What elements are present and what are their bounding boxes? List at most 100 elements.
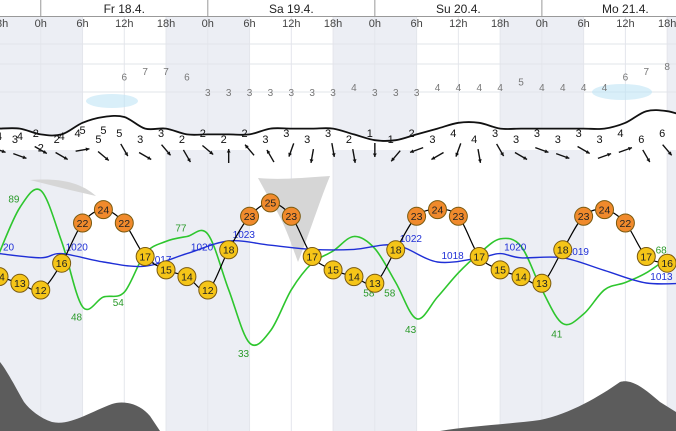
wind-speed-number: 3	[492, 128, 498, 140]
hour-tick-label: 0h	[202, 18, 214, 30]
wind-arrow	[618, 146, 633, 154]
hour-tick-label: 12h	[449, 18, 467, 30]
temperature-point: 15	[156, 260, 176, 280]
temperature-marker	[427, 200, 447, 220]
temperature-point: 22	[114, 213, 134, 233]
hour-tick-label: 12h	[115, 18, 133, 30]
wind-speed-line	[0, 109, 676, 142]
hour-tick-label: 0h	[536, 18, 548, 30]
night-band	[0, 16, 41, 431]
wind-speed-number: 4	[617, 128, 623, 140]
wind-arrow	[182, 149, 192, 163]
wind-speed-number: 2	[54, 134, 60, 146]
temperature-marker	[177, 267, 197, 287]
wind-arrow	[244, 144, 255, 156]
wind-speed-number: 2	[221, 134, 227, 146]
wind-gust-label: 3	[226, 88, 232, 99]
temperature-point: 25	[260, 193, 280, 213]
temperature-value: 18	[557, 245, 569, 257]
wind-speed-number: 3	[262, 134, 268, 146]
humidity-label: 68	[656, 245, 668, 256]
temperature-value: 25	[265, 198, 277, 210]
wind-gust-label: 4	[476, 83, 482, 94]
temperature-point: 18	[219, 240, 239, 260]
wind-arrow	[431, 151, 444, 161]
temperature-marker	[198, 280, 218, 300]
pressure-label: 1023	[233, 230, 256, 241]
wind-arrow-head	[266, 149, 271, 154]
temperature-point: 17	[302, 247, 322, 266]
wind-gust-label: 4	[581, 83, 587, 94]
wind-arrow	[455, 143, 462, 157]
temperature-marker	[114, 213, 134, 233]
wind-speed-number: 3	[429, 134, 435, 146]
hour-tick-label: 0h	[35, 18, 47, 30]
wind-arrow	[309, 148, 315, 164]
wind-arrow-head	[391, 157, 395, 162]
wind-arrow	[0, 149, 6, 154]
temperature-point: 13	[365, 273, 385, 293]
wind-arrow	[535, 146, 549, 154]
terrain-profile	[0, 362, 676, 431]
temperature-value: 24	[432, 204, 444, 216]
wind-arrow	[577, 145, 591, 155]
day-label: Su 20.4.	[436, 2, 481, 16]
humidity-line	[0, 188, 668, 347]
terrain-right	[440, 381, 676, 431]
wind-speed-number: 4	[74, 128, 80, 140]
wind-arrow-head	[124, 152, 128, 157]
temperature-marker	[302, 247, 322, 266]
temperature-marker	[93, 200, 113, 220]
wind-speed-number: 3	[158, 128, 164, 140]
temperature-point: 17	[636, 247, 656, 266]
pressure-label: 1020	[191, 243, 214, 254]
temperature-value: 22	[77, 218, 89, 230]
terrain-left	[0, 362, 160, 431]
wind-speed-number: 3	[513, 134, 519, 146]
temperature-point: 22	[615, 213, 635, 233]
wind-speed-number: 5	[95, 134, 101, 146]
wind-arrow-head	[166, 151, 171, 156]
hour-tick-label: 6h	[410, 18, 422, 30]
wind-arrow	[555, 152, 570, 160]
wind-gust-label: 4	[351, 83, 357, 94]
temperature-point: 23	[448, 206, 468, 226]
wind-arrow-head	[478, 159, 482, 163]
wind-gust-label: 4	[539, 83, 545, 94]
pressure-label: 1020	[504, 243, 527, 254]
wind-arrow	[13, 152, 27, 160]
wind-speed-number: 1	[388, 134, 394, 146]
wind-arrow-head	[85, 147, 90, 152]
hour-tick-label: 6h	[243, 18, 255, 30]
time-axis-header: 18h 0h 6h 12h 18h 0h 6h 12h 18h 0h 6h 12h 18h 0h 6h 12h…	[0, 0, 676, 30]
temperature-value: 14	[0, 271, 5, 283]
wind-gust-label: 3	[372, 88, 378, 99]
wind-arrow-head	[455, 152, 459, 157]
hour-tick-label: 18h	[0, 18, 8, 30]
temperature-value: 14	[181, 271, 193, 283]
wind-speed-number: 5	[116, 128, 122, 140]
temperature-value: 22	[118, 218, 130, 230]
temperature-point: 16	[52, 253, 72, 273]
wind-speed-number: 2	[409, 128, 415, 140]
night-band	[500, 16, 542, 431]
temperature-marker	[615, 213, 635, 233]
wind-gust-label: 5	[518, 78, 524, 89]
temperature-point: 22	[73, 213, 93, 233]
temperature-point: 24	[427, 200, 447, 220]
temperature-point: 17	[469, 247, 489, 266]
temperature-point: 15	[323, 260, 343, 280]
pressure-label: 1022	[400, 234, 423, 245]
hour-tick-label: 18h	[491, 18, 509, 30]
wind-gust-label: 4	[435, 83, 441, 94]
temperature-value: 13	[14, 278, 26, 290]
wind-speed-number: 1	[367, 128, 373, 140]
wind-gust-label: 7	[643, 67, 649, 78]
day-label: Fr 18.4.	[104, 2, 145, 16]
wind-arrow	[266, 149, 275, 163]
temperature-marker	[365, 273, 385, 293]
wind-arrow-head	[431, 156, 436, 160]
temperature-marker	[323, 260, 343, 280]
hour-tick-label: 18h	[658, 18, 676, 30]
